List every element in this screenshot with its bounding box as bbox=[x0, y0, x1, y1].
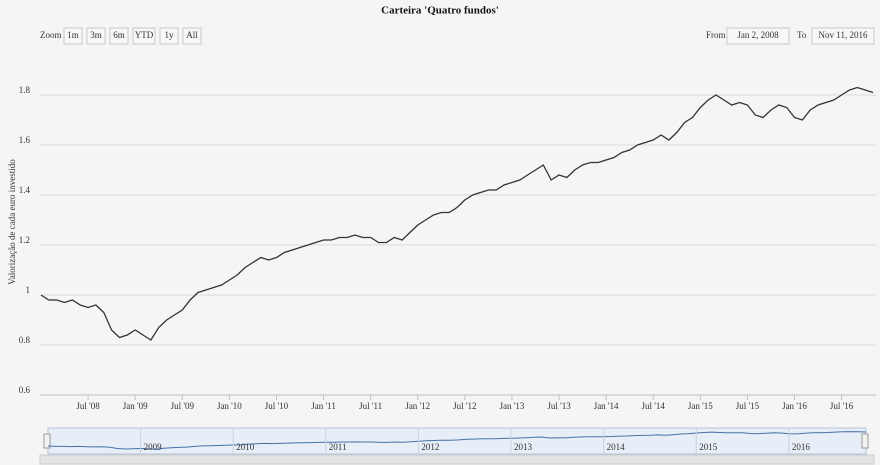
zoom-button-label[interactable]: All bbox=[186, 30, 198, 40]
x-tick-label: Jul '15 bbox=[736, 401, 760, 411]
y-tick-label: 1 bbox=[26, 285, 31, 295]
zoom-button[interactable] bbox=[182, 27, 202, 45]
x-tick-label: Jul '16 bbox=[830, 401, 854, 411]
navigator-tick-label: 2015 bbox=[699, 442, 718, 452]
y-tick-label: 1.4 bbox=[19, 185, 31, 195]
navigator-tick-label: 2009 bbox=[144, 442, 163, 452]
x-tick-label: Jan '15 bbox=[688, 401, 713, 411]
x-tick-label: Jul '08 bbox=[76, 401, 100, 411]
zoom-button-label[interactable]: 1y bbox=[165, 30, 175, 40]
x-tick-label: Jan '16 bbox=[782, 401, 807, 411]
x-tick-label: Jul '10 bbox=[265, 401, 289, 411]
x-tick-label: Jan '10 bbox=[217, 401, 242, 411]
navigator-handle[interactable] bbox=[861, 433, 869, 449]
x-tick-label: Jul '09 bbox=[171, 401, 195, 411]
x-tick-label: Jan '12 bbox=[405, 401, 430, 411]
to-date[interactable]: Nov 11, 2016 bbox=[819, 30, 868, 40]
zoom-button[interactable] bbox=[109, 27, 129, 45]
zoom-button-label[interactable]: YTD bbox=[135, 30, 154, 40]
navigator-tick-label: 2010 bbox=[236, 442, 255, 452]
zoom-button-label[interactable]: 3m bbox=[90, 30, 102, 40]
y-tick-label: 1.6 bbox=[19, 135, 31, 145]
navigator-tick-label: 2014 bbox=[607, 442, 626, 452]
navigator[interactable] bbox=[47, 427, 867, 455]
navigator-handle[interactable] bbox=[43, 433, 51, 449]
x-tick-label: Jul '12 bbox=[453, 401, 476, 411]
x-tick-label: Jul '13 bbox=[547, 401, 571, 411]
zoom-button[interactable] bbox=[63, 27, 83, 45]
zoom-button-label[interactable]: 1m bbox=[67, 30, 79, 40]
to-label: To bbox=[797, 30, 807, 40]
zoom-button[interactable] bbox=[159, 27, 179, 45]
navigator-tick-label: 2013 bbox=[514, 442, 533, 452]
x-tick-label: Jan '13 bbox=[500, 401, 525, 411]
y-tick-label: 0.8 bbox=[19, 335, 31, 345]
line bbox=[40, 86, 874, 341]
y-tick-label: 1.2 bbox=[19, 235, 30, 245]
from-date[interactable]: Jan 2, 2008 bbox=[737, 30, 779, 40]
navigator-line bbox=[47, 431, 867, 450]
x-tick-label: Jul '14 bbox=[642, 401, 666, 411]
zoom-button[interactable] bbox=[132, 27, 156, 45]
chart-title: Carteira 'Quatro fundos' bbox=[381, 5, 499, 17]
from-label: From bbox=[706, 30, 726, 40]
scrollbar[interactable] bbox=[39, 454, 875, 465]
x-tick-label: Jul '11 bbox=[359, 401, 382, 411]
to-input[interactable] bbox=[811, 27, 875, 45]
y-tick-label: 1.8 bbox=[19, 85, 31, 95]
navigator-tick-label: 2011 bbox=[329, 442, 347, 452]
zoom-button[interactable] bbox=[86, 27, 106, 45]
from-input[interactable] bbox=[726, 27, 790, 45]
zoom-button-label[interactable]: 6m bbox=[113, 30, 125, 40]
x-tick-label: Jan '09 bbox=[123, 401, 148, 411]
y-tick-label: 0.6 bbox=[19, 385, 31, 395]
x-tick-label: Jan '11 bbox=[311, 401, 336, 411]
navigator-tick-label: 2016 bbox=[792, 442, 811, 452]
y-axis-title: Valorização de cada euro investido bbox=[7, 159, 17, 285]
navigator-tick-label: 2012 bbox=[421, 442, 439, 452]
x-tick-label: Jan '14 bbox=[594, 401, 619, 411]
zoom-label: Zoom bbox=[40, 30, 62, 40]
